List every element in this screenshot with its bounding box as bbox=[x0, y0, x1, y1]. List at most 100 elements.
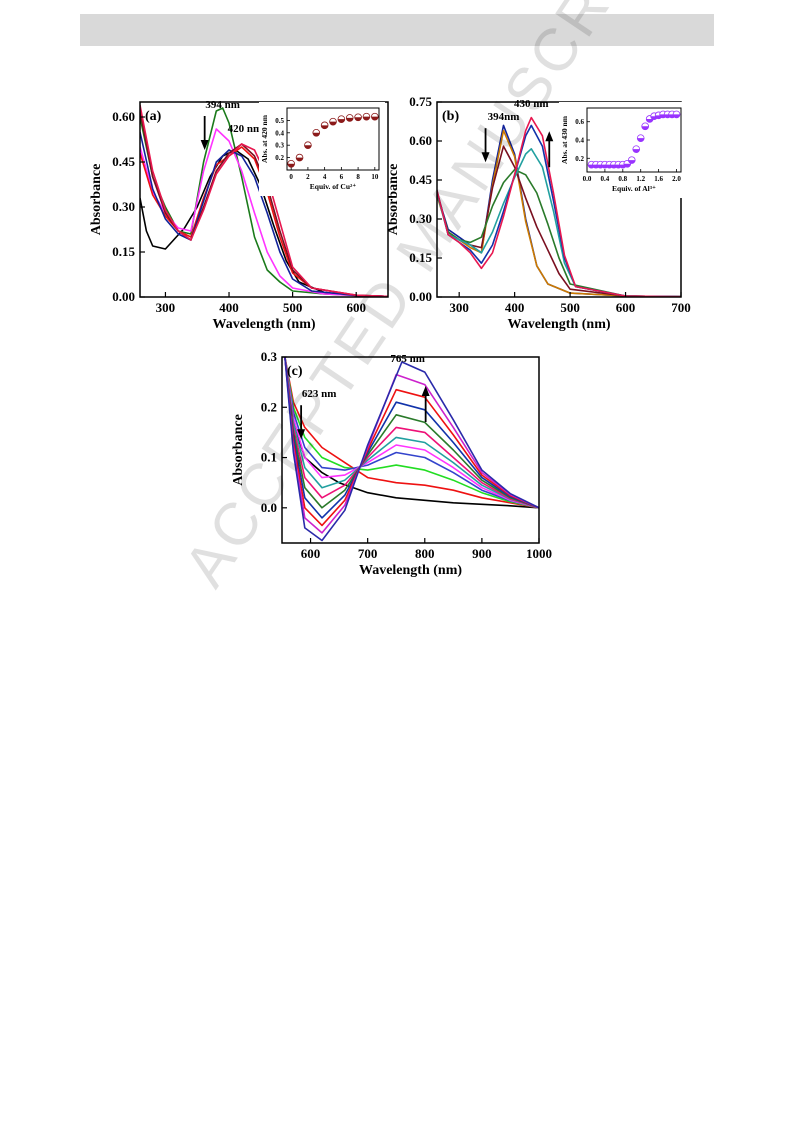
inset-data-point-fill bbox=[329, 121, 337, 126]
inset-x-axis-label: Equiv. of Cu²⁺ bbox=[310, 182, 356, 191]
inset-x-tick-label: 0.8 bbox=[618, 175, 627, 183]
y-axis-label: Absorbance bbox=[89, 164, 104, 236]
inset-x-tick-label: 8 bbox=[356, 173, 360, 181]
inset-data-point-fill bbox=[337, 119, 345, 123]
x-tick-label: 400 bbox=[505, 300, 525, 315]
inset-y-tick-label: 0.4 bbox=[575, 137, 584, 145]
x-axis-label: Wavelength (nm) bbox=[359, 563, 462, 578]
series-line-4 bbox=[140, 146, 388, 297]
peak-annotation-label: 623 nm bbox=[302, 388, 337, 400]
inset-x-tick-label: 0.0 bbox=[583, 175, 592, 183]
x-tick-label: 300 bbox=[449, 300, 469, 315]
inset-x-tick-label: 2.0 bbox=[672, 175, 681, 183]
inset-y-axis-label: Abs. at 420 nm bbox=[260, 114, 269, 163]
arrow-down-icon bbox=[200, 140, 209, 150]
inset-data-point-fill bbox=[641, 126, 649, 130]
peak-annotation-label: 430 nm bbox=[514, 98, 549, 110]
inset-data-point-fill bbox=[304, 145, 312, 149]
x-axis-label: Wavelength (nm) bbox=[507, 317, 610, 332]
series-line-7 bbox=[284, 357, 539, 509]
chart-panel-a: 300 400 500 6000.000.150.300.450.60Waveleng… bbox=[89, 99, 389, 332]
plot-frame bbox=[281, 356, 540, 544]
series-line-9 bbox=[284, 357, 539, 519]
inset-data-point-fill bbox=[673, 114, 680, 118]
y-tick-label: 0.30 bbox=[409, 211, 432, 226]
inset-x-tick-label: 0 bbox=[289, 173, 293, 181]
inset-x-tick-label: 4 bbox=[323, 173, 327, 181]
inset-data-point-fill bbox=[354, 117, 362, 121]
inset-y-tick-label: 0.5 bbox=[275, 117, 284, 125]
inset-x-axis-label: Equiv. of Al³⁺ bbox=[612, 184, 656, 193]
y-tick-label: 0.60 bbox=[409, 133, 432, 148]
y-tick-label: 0.00 bbox=[409, 289, 432, 304]
panel-label: (c) bbox=[287, 364, 303, 379]
series-line-12 bbox=[284, 357, 539, 542]
y-tick-label: 0.3 bbox=[261, 349, 278, 364]
inset-data-point-fill bbox=[371, 116, 379, 121]
series-line-7 bbox=[140, 104, 388, 297]
series-line-5 bbox=[140, 131, 388, 297]
inset-data-point-fill bbox=[296, 157, 303, 161]
y-tick-label: 0.45 bbox=[409, 172, 432, 187]
x-tick-label: 900 bbox=[472, 546, 492, 561]
inset-frame bbox=[286, 107, 380, 171]
inset-data-point-fill bbox=[346, 117, 354, 122]
x-tick-label: 800 bbox=[415, 546, 435, 561]
peak-annotation-label: 765 nm bbox=[390, 353, 425, 365]
series-line-7 bbox=[437, 116, 681, 297]
y-axis-label: Absorbance bbox=[231, 414, 246, 486]
inset-x-tick-label: 1.2 bbox=[636, 175, 645, 183]
x-tick-label: 500 bbox=[560, 300, 580, 315]
inset-data-point-fill bbox=[646, 118, 654, 123]
series-line-5 bbox=[437, 148, 681, 297]
inset-data-point-fill bbox=[628, 160, 636, 164]
y-tick-label: 0.00 bbox=[112, 289, 135, 304]
inset-y-tick-label: 0.2 bbox=[575, 155, 584, 163]
x-tick-label: 1000 bbox=[526, 546, 552, 561]
x-tick-label: 700 bbox=[358, 546, 378, 561]
series-line-8 bbox=[284, 357, 539, 509]
inset-x-tick-label: 0.4 bbox=[601, 175, 610, 183]
y-axis-label: Absorbance bbox=[386, 164, 401, 236]
peak-annotation-label: 420 nm bbox=[228, 123, 263, 135]
y-tick-label: 0.2 bbox=[261, 399, 277, 414]
inset-y-tick-label: 0.6 bbox=[575, 118, 584, 126]
inset-data-point-fill bbox=[637, 138, 645, 142]
x-tick-label: 500 bbox=[283, 300, 303, 315]
series-group bbox=[140, 104, 388, 297]
page-header-bar bbox=[80, 14, 714, 46]
y-tick-label: 0.1 bbox=[261, 450, 277, 465]
inset-x-tick-label: 1.6 bbox=[654, 175, 663, 183]
y-tick-label: 0.15 bbox=[409, 250, 432, 265]
arrow-down-icon bbox=[481, 152, 490, 163]
inset-x-tick-label: 10 bbox=[371, 173, 379, 181]
arrow-up-icon bbox=[421, 386, 430, 397]
arrow-up-icon bbox=[545, 131, 554, 142]
panel-label: (b) bbox=[442, 109, 459, 124]
y-tick-label: 0.75 bbox=[409, 94, 432, 109]
inset-data-point-fill bbox=[287, 163, 295, 168]
y-tick-label: 0.30 bbox=[112, 199, 135, 214]
series-line-10 bbox=[284, 357, 539, 527]
inset-y-tick-label: 0.2 bbox=[275, 154, 284, 162]
y-tick-label: 0.45 bbox=[112, 154, 135, 169]
peak-annotation-label: 394nm bbox=[488, 111, 520, 123]
series-line-5 bbox=[284, 357, 539, 509]
inset-y-tick-label: 0.3 bbox=[275, 142, 284, 150]
chart-panel-b: 300 400 500 600 700 0.00 0.15 0.30 0.45 0.60 0.75 W… bbox=[386, 94, 691, 332]
y-tick-label: 0.60 bbox=[112, 109, 135, 124]
arrow-down-icon bbox=[297, 429, 306, 440]
y-tick-label: 0.0 bbox=[261, 500, 277, 515]
inset-x-tick-label: 2 bbox=[306, 173, 310, 181]
x-tick-label: 600 bbox=[616, 300, 636, 315]
series-line-2 bbox=[284, 357, 539, 509]
x-tick-label: 600 bbox=[301, 546, 321, 561]
x-tick-label: 700 bbox=[671, 300, 691, 315]
y-tick-label: 0.15 bbox=[112, 244, 135, 259]
inset-data-point-fill bbox=[363, 116, 370, 121]
inset-data-point-fill bbox=[632, 149, 640, 153]
x-tick-label: 300 bbox=[156, 300, 176, 315]
x-tick-label: 600 bbox=[346, 300, 366, 315]
inset-y-tick-label: 0.4 bbox=[275, 129, 284, 137]
peak-annotation-label: 394 nm bbox=[205, 99, 240, 111]
